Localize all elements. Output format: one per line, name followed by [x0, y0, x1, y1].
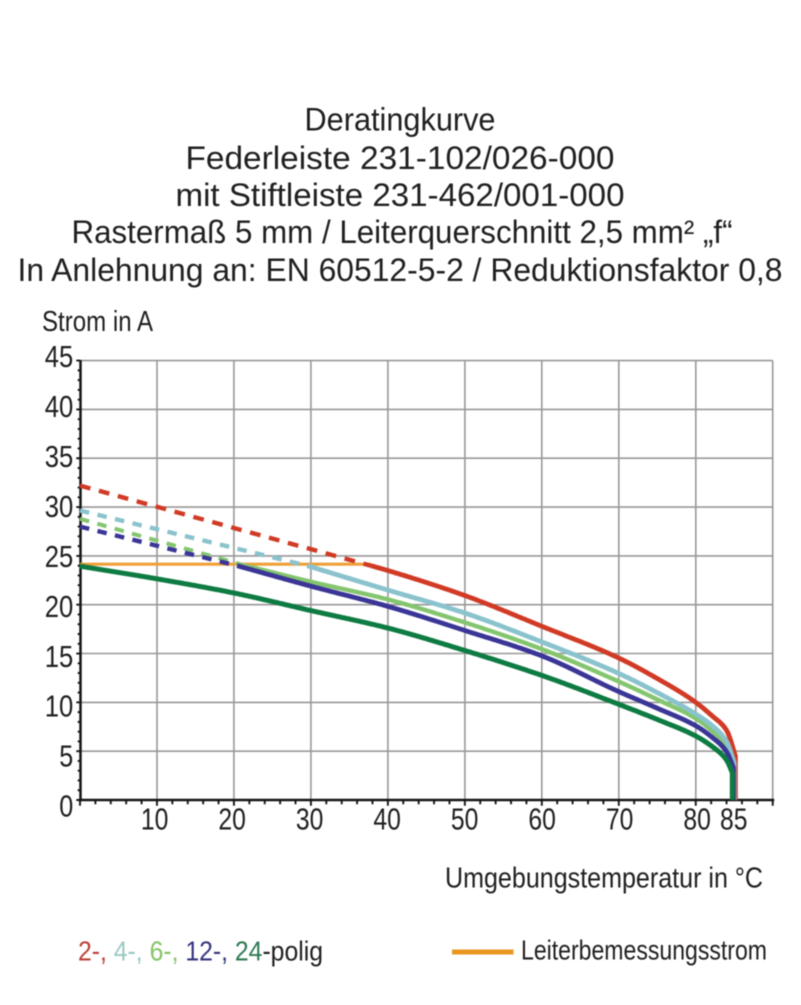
svg-text:Leiterbemessungsstrom: Leiterbemessungsstrom [521, 934, 767, 965]
svg-text:10: 10 [141, 802, 169, 837]
svg-text:Federleiste 231-102/026-000: Federleiste 231-102/026-000 [186, 140, 615, 176]
svg-text:70: 70 [606, 802, 634, 837]
svg-text:10: 10 [45, 689, 74, 724]
svg-text:35: 35 [45, 439, 74, 474]
svg-text:50: 50 [451, 802, 479, 837]
svg-text:25: 25 [45, 539, 74, 574]
svg-text:30: 30 [296, 802, 324, 837]
svg-text:Rastermaß 5 mm / Leiterquersch: Rastermaß 5 mm / Leiterquerschnitt 2,5 m… [72, 214, 733, 250]
svg-text:Umgebungstemperatur in °C: Umgebungstemperatur in °C [445, 863, 763, 895]
svg-text:45: 45 [45, 339, 74, 374]
svg-text:85: 85 [720, 802, 748, 837]
svg-text:20: 20 [45, 589, 74, 624]
svg-text:2-, 4-, 6-, 12-, 24-polig: 2-, 4-, 6-, 12-, 24-polig [78, 936, 323, 967]
svg-text:30: 30 [45, 489, 74, 524]
svg-text:15: 15 [45, 639, 74, 674]
svg-text:Deratingkurve: Deratingkurve [305, 102, 496, 138]
svg-text:Strom in A: Strom in A [42, 306, 154, 338]
svg-text:80: 80 [683, 802, 711, 837]
svg-text:40: 40 [45, 389, 74, 424]
svg-text:60: 60 [528, 802, 556, 837]
svg-text:mit Stiftleiste 231-462/001-00: mit Stiftleiste 231-462/001-000 [176, 177, 625, 213]
svg-text:40: 40 [373, 802, 401, 837]
svg-text:20: 20 [218, 802, 246, 837]
svg-text:5: 5 [59, 739, 73, 774]
svg-text:In Anlehnung an: EN 60512-5-2: In Anlehnung an: EN 60512-5-2 / Reduktio… [18, 252, 783, 288]
svg-text:0: 0 [59, 789, 73, 824]
